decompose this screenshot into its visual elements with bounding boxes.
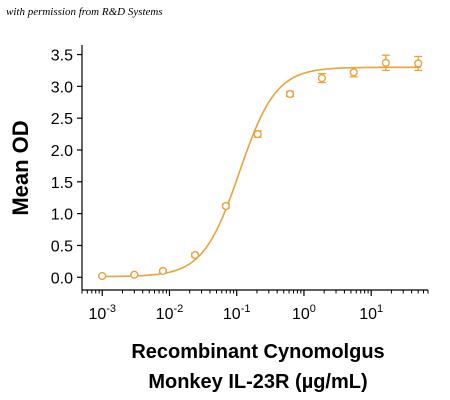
y-tick-label: 1.0	[51, 207, 73, 224]
data-point	[317, 73, 327, 83]
data-point	[98, 271, 107, 281]
data-point	[221, 201, 230, 211]
x-axis-title-line-2: Monkey IL-23R (µg/mL)	[148, 371, 367, 393]
y-tick-label: 3.0	[51, 79, 73, 96]
data-points-layer	[98, 54, 423, 281]
x-tick-label: 10-2	[156, 303, 184, 323]
credit-note: with permission from R&D Systems	[6, 6, 163, 18]
data-point	[414, 59, 423, 68]
data-point	[130, 270, 139, 279]
data-point	[158, 266, 168, 276]
fit-curve-layer	[99, 66, 421, 278]
y-tick-label: 2.0	[51, 143, 73, 160]
x-axis-title-line-1: Recombinant Cynomolgus	[131, 341, 384, 363]
y-tick-label: 3.5	[51, 48, 73, 65]
y-tick-label: 2.5	[51, 111, 73, 128]
axes: 0.0 0.5 1.0 1.5 2.0 2.5 3.0 3.5 10-3 10-2 10-1 100 1…	[51, 45, 429, 323]
y-axis-title: Mean OD	[8, 120, 33, 215]
x-tick-label: 101	[359, 303, 383, 323]
data-point	[285, 89, 295, 99]
y-tick-label: 0.0	[51, 270, 73, 287]
x-tick-label: 100	[292, 303, 316, 323]
y-tick-label: 1.5	[51, 175, 73, 192]
x-tick-label: 10-1	[223, 303, 251, 323]
data-point	[253, 129, 262, 139]
data-point	[381, 58, 390, 67]
fit-curve	[99, 66, 421, 278]
data-point	[190, 250, 200, 260]
x-tick-label: 10-3	[88, 303, 116, 323]
data-point	[349, 68, 358, 77]
y-tick-label: 0.5	[51, 238, 73, 255]
